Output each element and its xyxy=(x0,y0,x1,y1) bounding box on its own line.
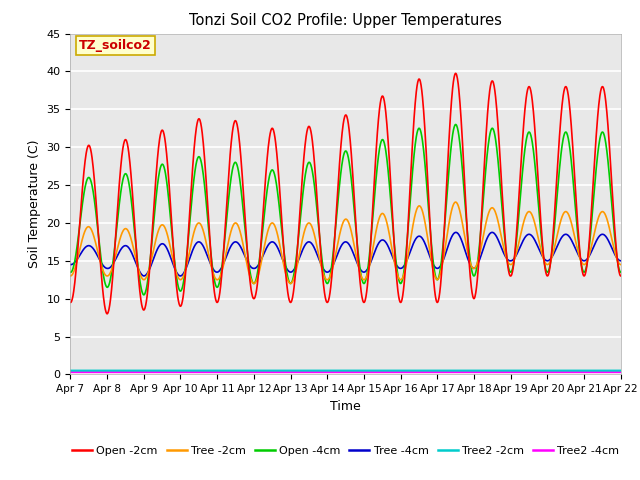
Text: TZ_soilco2: TZ_soilco2 xyxy=(79,39,152,52)
X-axis label: Time: Time xyxy=(330,400,361,413)
Title: Tonzi Soil CO2 Profile: Upper Temperatures: Tonzi Soil CO2 Profile: Upper Temperatur… xyxy=(189,13,502,28)
Y-axis label: Soil Temperature (C): Soil Temperature (C) xyxy=(28,140,41,268)
Legend: Open -2cm, Tree -2cm, Open -4cm, Tree -4cm, Tree2 -2cm, Tree2 -4cm: Open -2cm, Tree -2cm, Open -4cm, Tree -4… xyxy=(67,441,624,460)
